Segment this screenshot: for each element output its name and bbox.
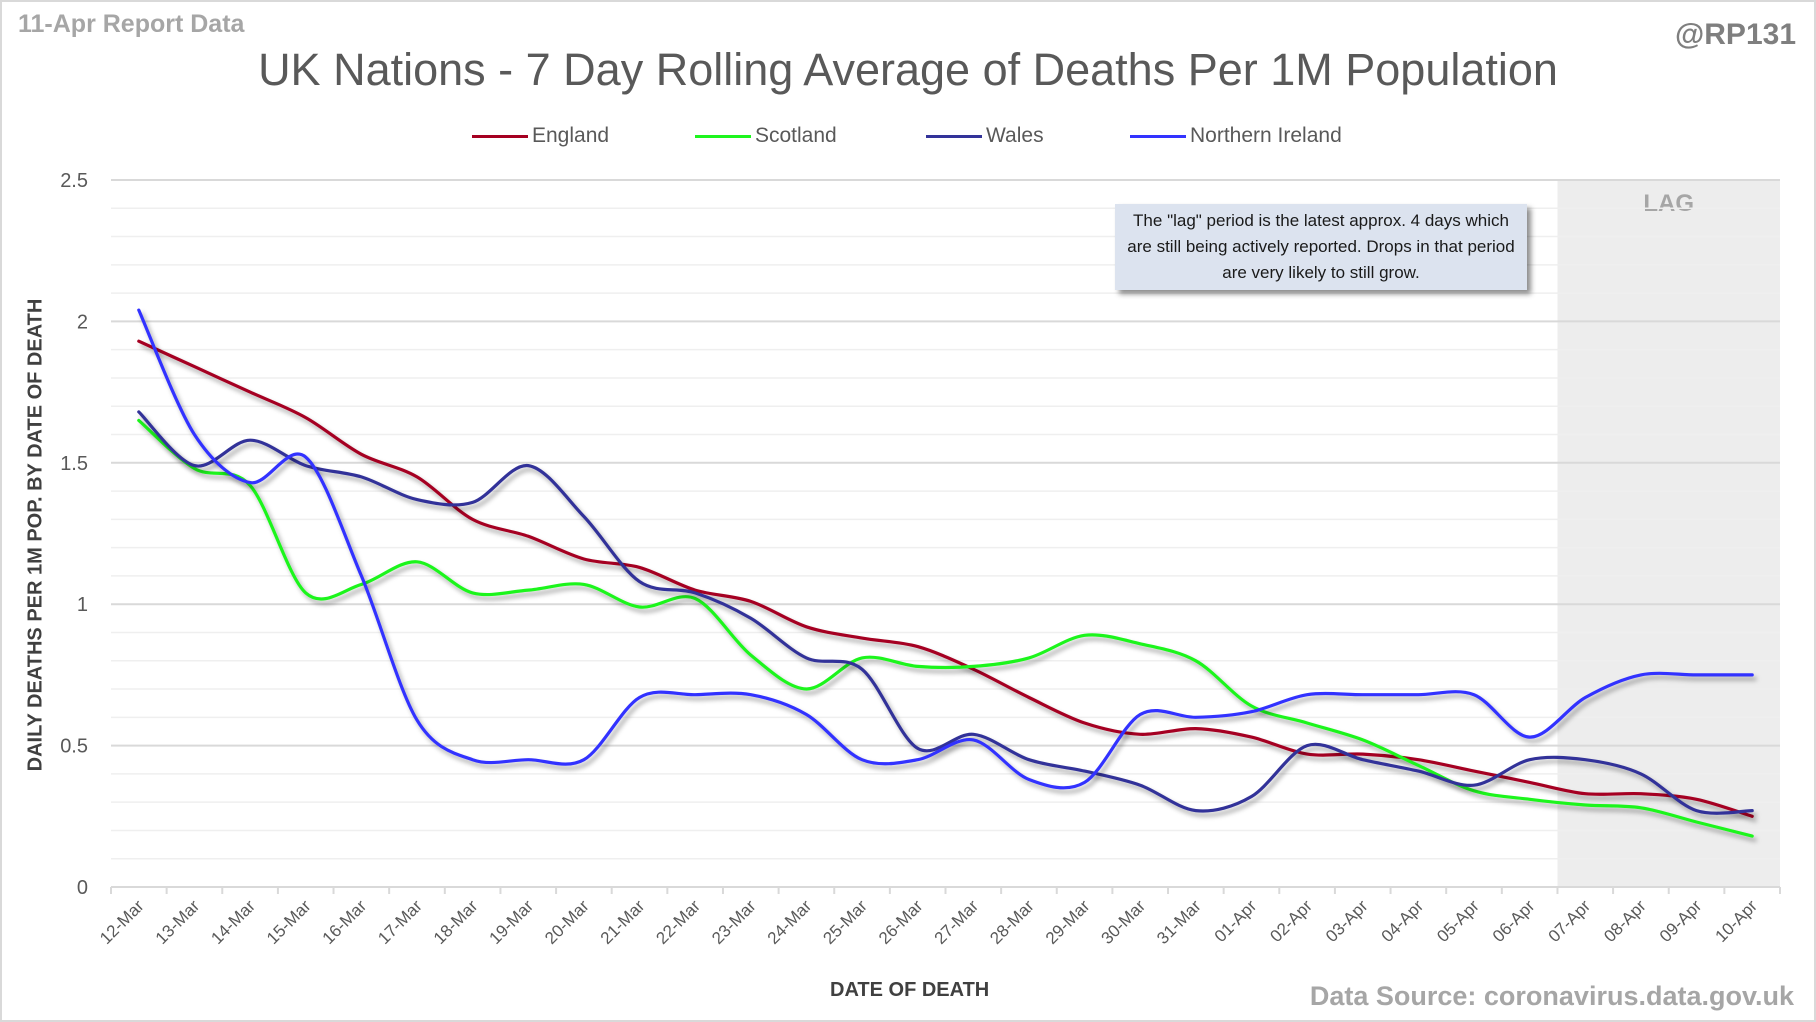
lag-annotation-box: The "lag" period is the latest approx. 4…	[1115, 204, 1527, 290]
x-tick-label: 22-Mar	[652, 896, 704, 948]
report-date-label: 11-Apr Report Data	[18, 10, 245, 38]
x-tick-label: 18-Mar	[430, 896, 482, 948]
legend-label: Northern Ireland	[1190, 124, 1342, 147]
x-tick-label: 27-Mar	[931, 896, 983, 948]
x-tick-label: 20-Mar	[541, 896, 593, 948]
y-tick-label: 0.5	[60, 736, 88, 758]
x-tick-label: 25-Mar	[819, 896, 871, 948]
lag-annotation-text: The "lag" period is the latest approx. 4…	[1127, 211, 1515, 282]
series-line-wales	[137, 410, 1754, 815]
x-tick-label: 16-Mar	[319, 896, 371, 948]
x-tick-label: 07-Apr	[1545, 896, 1595, 946]
x-tick-label: 13-Mar	[152, 896, 204, 948]
x-tick-label: 05-Apr	[1433, 896, 1483, 946]
legend-swatch	[926, 134, 982, 138]
y-tick-label: 0	[77, 877, 88, 899]
chart-title: UK Nations - 7 Day Rolling Average of De…	[258, 44, 1558, 95]
x-tick-label: 10-Apr	[1711, 896, 1761, 946]
legend-item-northern-ireland: Northern Ireland	[1130, 124, 1342, 148]
x-tick-label: 04-Apr	[1378, 896, 1428, 946]
x-tick-label: 08-Apr	[1600, 896, 1650, 946]
legend-label: Wales	[986, 124, 1044, 147]
legend-item-scotland: Scotland	[695, 124, 837, 148]
legend-item-england: England	[472, 124, 609, 148]
series-line-england	[137, 339, 1754, 818]
x-tick-label: 09-Apr	[1656, 896, 1706, 946]
author-handle: @RP131	[1675, 18, 1796, 51]
x-tick-label: 03-Apr	[1322, 896, 1372, 946]
y-tick-label: 1.5	[60, 453, 88, 475]
x-tick-label: 26-Mar	[875, 896, 927, 948]
x-tick-label: 30-Mar	[1098, 896, 1150, 948]
data-source-note: Data Source: coronavirus.data.gov.uk	[1309, 981, 1794, 1011]
x-tick-label: 28-Mar	[986, 896, 1038, 948]
x-tick-label: 06-Apr	[1489, 896, 1539, 946]
y-tick-label: 1	[77, 594, 88, 616]
series-line-scotland	[137, 418, 1754, 838]
x-tick-label: 23-Mar	[708, 896, 760, 948]
lag-band	[1557, 180, 1780, 887]
x-tick-label: 02-Apr	[1266, 896, 1316, 946]
lag-band-label: LAG	[1643, 190, 1694, 217]
y-axis-title: DAILY DEATHS PER 1M POP. BY DATE OF DEAT…	[24, 298, 47, 772]
series-line-northern-ireland	[137, 308, 1754, 790]
y-tick-label: 2.5	[60, 170, 88, 192]
x-tick-label: 14-Mar	[207, 896, 259, 948]
x-tick-label: 24-Mar	[764, 896, 816, 948]
legend-swatch	[1130, 134, 1186, 138]
x-tick-label: 31-Mar	[1153, 896, 1205, 948]
y-tick-label: 2	[77, 311, 88, 333]
x-tick-label: 29-Mar	[1042, 896, 1094, 948]
legend-swatch	[695, 134, 751, 138]
x-tick-label: 01-Apr	[1211, 896, 1261, 946]
x-tick-label: 21-Mar	[597, 896, 649, 948]
x-axis-title: DATE OF DEATH	[830, 979, 990, 1001]
x-tick-label: 19-Mar	[486, 896, 538, 948]
legend-label: Scotland	[755, 124, 837, 147]
legend-label: England	[532, 124, 610, 147]
legend: England Scotland Wales Northern Ireland	[0, 124, 1816, 154]
legend-swatch	[472, 134, 528, 138]
x-tick-label: 15-Mar	[263, 896, 315, 948]
x-tick-label: 17-Mar	[374, 896, 426, 948]
x-tick-label: 12-Mar	[96, 896, 148, 948]
legend-item-wales: Wales	[926, 124, 1044, 148]
